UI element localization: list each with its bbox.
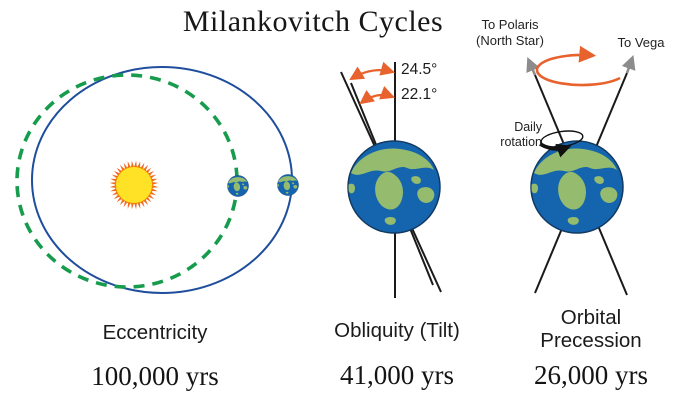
max-tilt-angle-arrow xyxy=(349,61,396,81)
precession-direction-ring xyxy=(535,45,621,87)
min-tilt-angle-arrow xyxy=(359,86,396,105)
eccentricity-caption: Eccentricity xyxy=(55,321,255,344)
eccentricity-diagram xyxy=(15,66,320,294)
precession-period-caption: 26,000 yrs xyxy=(491,360,682,391)
earth-icon-eccentric-orbit xyxy=(227,175,248,196)
earth-icon-precession xyxy=(531,141,623,233)
obliquity-diagram xyxy=(340,61,442,298)
eccentricity-period: 100,000 yrs xyxy=(91,361,219,391)
circular-orbit-ellipse xyxy=(31,66,293,294)
to-polaris-label: To Polaris (North Star) xyxy=(476,17,544,48)
precession-caption: Orbital Precession xyxy=(491,306,682,352)
precession-name-line2: Precession xyxy=(540,329,642,352)
max-tilt-label: 24.5° xyxy=(401,61,438,78)
eccentricity-name: Eccentricity xyxy=(102,321,208,344)
precession-diagram xyxy=(526,45,636,296)
obliquity-period: 41,000 yrs xyxy=(340,360,454,390)
daily-rotation-arrow xyxy=(539,142,572,158)
daily-rotation-label: Daily rotation xyxy=(500,120,542,149)
sun-icon xyxy=(115,166,153,204)
precession-name-line1: Orbital xyxy=(560,306,622,329)
obliquity-caption: Obliquity (Tilt) xyxy=(297,319,497,342)
to-polaris-arrow xyxy=(526,57,540,76)
obliquity-period-caption: 41,000 yrs xyxy=(297,360,497,391)
earth-icon-obliquity xyxy=(348,141,440,233)
to-vega-arrow xyxy=(621,54,636,74)
earth-icon-circular-orbit xyxy=(277,174,298,195)
obliquity-name: Obliquity (Tilt) xyxy=(334,319,460,342)
to-vega-label: To Vega xyxy=(617,35,665,50)
page-title: Milankovitch Cycles xyxy=(182,5,444,38)
precession-period: 26,000 yrs xyxy=(534,360,648,390)
eccentricity-period-caption: 100,000 yrs xyxy=(55,361,255,392)
min-tilt-label: 22.1° xyxy=(401,86,438,103)
